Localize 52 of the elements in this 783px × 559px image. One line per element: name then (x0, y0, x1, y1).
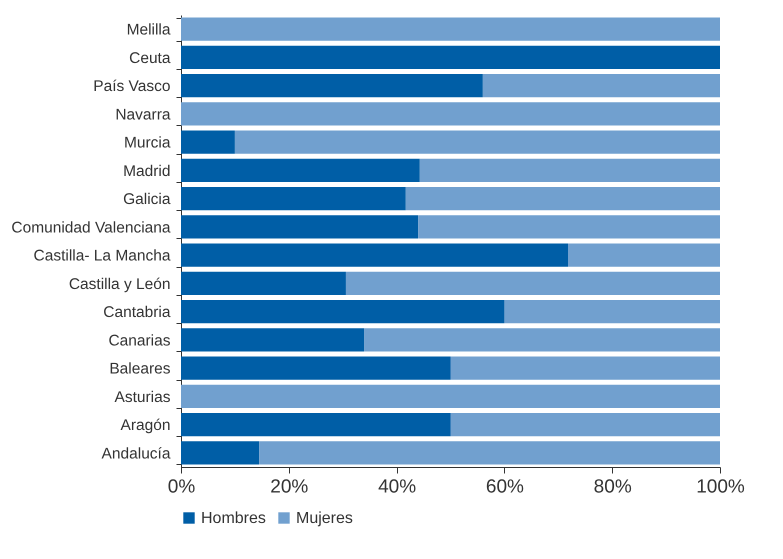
bar (568, 244, 720, 267)
bar (181, 413, 450, 436)
y-tick-label: Asturias (114, 388, 171, 406)
x-tick-label: 20% (270, 476, 308, 498)
y-tick-label: Melilla (126, 22, 171, 39)
bar (504, 300, 720, 324)
y-tick-label: Baleares (109, 360, 171, 378)
y-tick-label: Murcia (124, 134, 171, 152)
y-tick-label: Castilla- La Mancha (34, 248, 171, 265)
y-tick-label: Canarias (108, 332, 171, 350)
y-tick-label: Andalucía (102, 445, 171, 462)
bar (234, 130, 720, 154)
x-tick-label: 60% (486, 476, 524, 498)
bar (364, 328, 720, 352)
bar (181, 46, 720, 69)
bar (181, 272, 346, 295)
y-tick-label: Castilla y León (68, 276, 170, 293)
bar (450, 413, 720, 436)
bar (181, 328, 364, 352)
bar (259, 441, 720, 464)
bar (406, 187, 720, 210)
y-tick-label: Madrid (123, 162, 170, 180)
bar (181, 102, 720, 126)
bar (181, 300, 504, 324)
bar (420, 158, 720, 182)
y-tick-label: País Vasco (93, 78, 170, 96)
y-tick-label: Ceuta (129, 50, 171, 67)
x-tick-label: 100% (696, 476, 745, 498)
y-tick-label: Cantabria (103, 304, 171, 322)
bar (181, 130, 235, 154)
bar (181, 74, 483, 98)
bar (181, 384, 720, 408)
bar (418, 215, 720, 238)
y-tick-label: Aragón (120, 417, 170, 434)
bar (181, 356, 450, 380)
y-tick-label: Comunidad Valenciana (11, 219, 171, 236)
x-tick-label: 0% (168, 476, 196, 498)
y-tick-label: Navarra (115, 106, 171, 124)
bar (346, 272, 720, 295)
legend-label: Mujeres (296, 510, 353, 527)
bar (181, 187, 406, 210)
bar (482, 74, 720, 98)
bar (181, 441, 260, 464)
y-tick-label: Galicia (123, 191, 171, 208)
bar (450, 356, 720, 380)
bar (181, 215, 418, 238)
bar (181, 158, 420, 182)
x-tick-label: 40% (378, 476, 416, 498)
x-tick-label: 80% (594, 476, 632, 498)
bar (181, 244, 568, 267)
legend-label: Hombres (201, 510, 266, 527)
bar (181, 18, 720, 41)
